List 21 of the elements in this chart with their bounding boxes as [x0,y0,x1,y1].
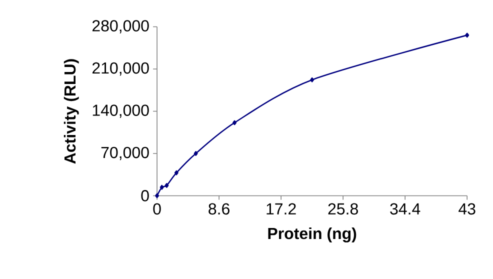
point [174,170,178,176]
y-tick-label: 140,000 [92,104,149,118]
point [160,184,164,190]
y-tick-label: 70,000 [101,146,149,160]
point [232,120,237,126]
x-tick-label: 25.8 [328,203,358,215]
x-tick-label: 8.6 [208,203,230,215]
point [194,150,198,156]
point [155,193,160,198]
point [310,77,314,82]
point [465,32,470,38]
x-tick-label: 43 [458,203,476,215]
y-axis-title: Activity (RLU) [64,59,79,164]
x-axis-title: Protein (ng) [268,227,356,242]
x-tick-label: 0 [153,203,161,215]
point [164,182,169,188]
y-tick-label: 280,000 [92,20,149,34]
x-tick-label: 17.2 [266,203,296,214]
y-tick-label: 210,000 [92,62,149,76]
x-tick-label: 34.4 [390,203,420,215]
y-tick-label: 0 [141,190,149,202]
